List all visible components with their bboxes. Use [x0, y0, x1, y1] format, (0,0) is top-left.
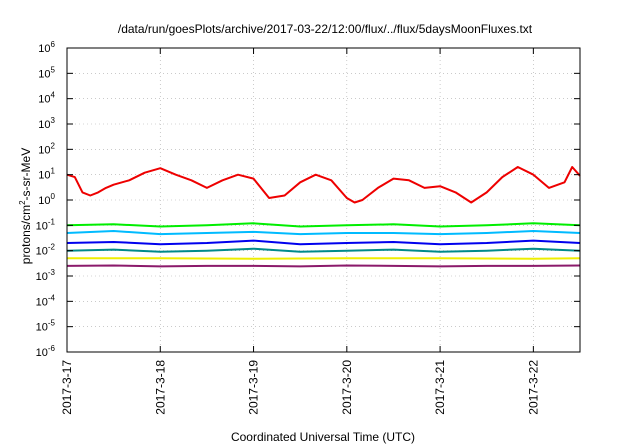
series-line — [66, 264, 581, 268]
y-tick-label: 100 — [38, 192, 55, 207]
y-tick-label-exponent: 3 — [51, 116, 56, 125]
x-tick-label: 2017-3-22 — [526, 360, 540, 415]
y-tick-label-base: 10 — [38, 43, 50, 55]
y-tick-label: 10-1 — [36, 217, 56, 232]
series-line — [66, 166, 581, 204]
y-tick-label-exponent: -1 — [48, 217, 56, 226]
y-tick-label: 102 — [38, 141, 55, 156]
series-line — [66, 230, 581, 236]
y-axis-label-main: protons/cm — [19, 205, 33, 264]
y-tick-label-base: 10 — [36, 246, 48, 258]
x-tick-label: 2017-3-21 — [433, 360, 447, 415]
series-group — [66, 166, 581, 268]
y-tick-label-exponent: 0 — [51, 192, 56, 201]
series-line — [66, 239, 581, 246]
y-tick-label-base: 10 — [36, 296, 48, 308]
y-tick-label-exponent: 6 — [51, 40, 56, 49]
series-line — [66, 222, 581, 228]
y-tick-label-exponent: 5 — [51, 65, 56, 74]
y-tick-label-exponent: 4 — [51, 91, 56, 100]
y-tick-label-exponent: -5 — [48, 319, 56, 328]
y-tick-label-base: 10 — [38, 195, 50, 207]
axes: 10-610-510-410-310-210-11001011021031041… — [36, 40, 580, 415]
y-tick-label-base: 10 — [38, 94, 50, 106]
series-line — [66, 247, 581, 253]
y-axis-label: protons/cm2-s-sr-MeV — [18, 148, 33, 264]
grid — [66, 47, 580, 353]
y-tick-label-base: 10 — [36, 220, 48, 232]
y-tick-label-exponent: -6 — [48, 344, 56, 353]
y-tick-label: 10-2 — [36, 243, 56, 258]
y-tick-label-base: 10 — [36, 322, 48, 334]
x-axis-label: Coordinated Universal Time (UTC) — [231, 430, 415, 444]
y-tick-label-base: 10 — [38, 68, 50, 80]
y-tick-label: 10-5 — [36, 319, 56, 334]
x-tick-label: 2017-3-17 — [60, 360, 74, 415]
y-axis-label-rest: -s-sr-MeV — [19, 148, 33, 201]
y-tick-label-base: 10 — [36, 271, 48, 283]
y-tick-label-base: 10 — [38, 170, 50, 182]
x-tick-label: 2017-3-20 — [340, 360, 354, 415]
y-tick-label-exponent: 1 — [51, 167, 56, 176]
y-tick-label: 10-4 — [36, 293, 56, 308]
y-tick-label-base: 10 — [38, 119, 50, 131]
x-tick-label: 2017-3-19 — [247, 360, 261, 415]
y-tick-label: 104 — [38, 91, 55, 106]
x-tick-label: 2017-3-18 — [153, 360, 167, 415]
y-tick-label-base: 10 — [36, 347, 48, 359]
y-tick-label: 101 — [38, 167, 55, 182]
y-tick-label-exponent: -3 — [48, 268, 56, 277]
y-tick-label: 106 — [38, 40, 55, 55]
chart-title: /data/run/goesPlots/archive/2017-03-22/1… — [118, 22, 533, 36]
y-tick-label: 103 — [38, 116, 55, 131]
y-axis-label-sup: 2 — [18, 200, 27, 205]
y-tick-label: 10-6 — [36, 344, 56, 359]
y-tick-label: 105 — [38, 65, 55, 80]
y-tick-label-base: 10 — [38, 144, 50, 156]
y-tick-label: 10-3 — [36, 268, 56, 283]
y-tick-label-exponent: 2 — [51, 141, 56, 150]
y-tick-label-exponent: -4 — [48, 293, 56, 302]
y-tick-label-exponent: -2 — [48, 243, 56, 252]
